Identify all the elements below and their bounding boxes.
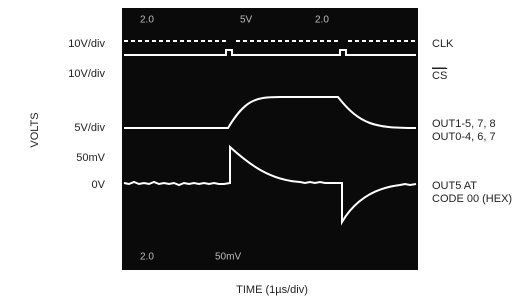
- signal-label: OUT0-4, 6, 7: [432, 131, 496, 143]
- scale-label: 5V/div: [74, 122, 105, 134]
- screen-text: 2.0: [315, 15, 329, 26]
- x-axis-label: TIME (1µs/div): [236, 284, 308, 296]
- y-axis-label: VOLTS: [29, 112, 41, 147]
- scale-label: 0V: [92, 179, 106, 191]
- scale-label: 10V/div: [68, 68, 105, 80]
- signal-label: CODE 00 (HEX): [432, 193, 512, 205]
- signal-label: CLK: [432, 38, 454, 50]
- screen-text: 2.0: [140, 252, 154, 263]
- screen-text: 5V: [240, 15, 253, 26]
- screen-text: 50mV: [215, 252, 241, 263]
- screen-text: 2.0: [140, 15, 154, 26]
- signal-label: OUT5 AT: [432, 180, 477, 192]
- signal-label: CS: [432, 70, 447, 82]
- signal-label: OUT1-5, 7, 8: [432, 118, 496, 130]
- scope-screen: [122, 8, 418, 270]
- figure: 2.0 5V 2.0 2.0 50mV 10V/div 10V/div 5V/d…: [0, 0, 526, 301]
- scale-label: 10V/div: [68, 38, 105, 50]
- scale-label: 50mV: [76, 152, 105, 164]
